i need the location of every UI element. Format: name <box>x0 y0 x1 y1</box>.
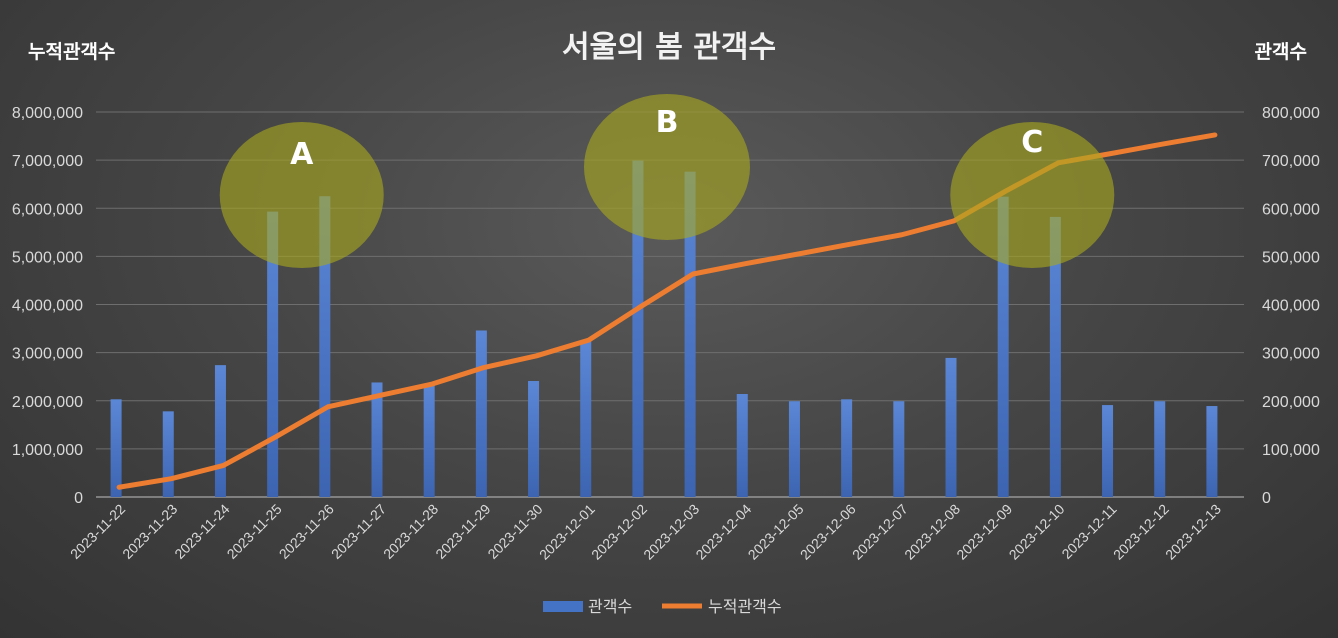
x-tick-label: 2023-11-28 <box>380 501 441 562</box>
bar <box>1102 405 1114 497</box>
x-tick-label: 2023-11-26 <box>276 501 337 562</box>
x-tick-label: 2023-11-29 <box>432 501 493 562</box>
left-tick-label: 4,000,000 <box>12 298 83 315</box>
bar <box>371 382 383 497</box>
x-tick-label: 2023-11-24 <box>171 501 232 562</box>
right-tick-label: 700,000 <box>1262 153 1320 170</box>
bar <box>528 381 540 497</box>
highlight-label-c: C <box>1021 125 1043 160</box>
right-tick-label: 800,000 <box>1262 105 1320 122</box>
right-axis-ticks: 0 100,000 200,000 300,000 400,000 500,000 600,… <box>1262 105 1320 507</box>
bar <box>475 330 487 497</box>
legend-swatch-bar <box>543 601 583 612</box>
highlight-circle-c <box>950 122 1115 268</box>
bar <box>580 340 592 497</box>
bar <box>1049 216 1061 497</box>
bar <box>423 383 435 497</box>
bar <box>788 401 800 497</box>
legend: 관객수 누적관객수 <box>543 597 782 616</box>
x-tick-label: 2023-12-10 <box>1006 501 1068 563</box>
left-axis-title: 누적관객수 <box>28 41 115 63</box>
left-tick-label: 0 <box>74 490 83 507</box>
x-axis-ticks: 2023-11-222023-11-232023-11-242023-11-25… <box>67 501 1224 563</box>
bar-series <box>110 160 1218 498</box>
x-tick-label: 2023-11-23 <box>119 501 180 562</box>
left-tick-label: 5,000,000 <box>12 249 83 266</box>
right-tick-label: 200,000 <box>1262 394 1320 411</box>
right-tick-label: 500,000 <box>1262 249 1320 266</box>
highlight-circle-a <box>219 122 384 268</box>
bar <box>684 171 696 498</box>
right-tick-label: 0 <box>1262 490 1271 507</box>
bar <box>1206 406 1218 497</box>
bar <box>214 365 226 497</box>
bar <box>162 411 174 497</box>
x-tick-label: 2023-12-07 <box>849 501 911 563</box>
left-tick-label: 3,000,000 <box>12 346 83 363</box>
bar <box>110 399 122 497</box>
right-tick-label: 400,000 <box>1262 298 1320 315</box>
bar <box>1154 401 1166 497</box>
chart-title: 서울의 봄 관객수 <box>562 30 776 65</box>
left-axis-ticks: 0 1,000,000 2,000,000 3,000,000 4,000,000 5,0… <box>12 105 83 507</box>
bar <box>267 211 279 497</box>
bar <box>319 196 331 497</box>
x-tick-label: 2023-11-27 <box>328 501 389 562</box>
bar <box>736 394 748 497</box>
bar <box>893 401 905 497</box>
legend-label-bar: 관객수 <box>588 597 632 616</box>
left-tick-label: 2,000,000 <box>12 394 83 411</box>
bar <box>945 357 957 497</box>
left-tick-label: 7,000,000 <box>12 153 83 170</box>
left-tick-label: 8,000,000 <box>12 105 83 122</box>
legend-label-line: 누적관객수 <box>708 597 782 616</box>
x-tick-label: 2023-11-22 <box>67 501 128 562</box>
left-tick-label: 1,000,000 <box>12 442 83 459</box>
right-tick-label: 300,000 <box>1262 346 1320 363</box>
bar <box>632 160 644 497</box>
right-tick-label: 600,000 <box>1262 201 1320 218</box>
highlight-label-a: A <box>290 137 314 172</box>
x-tick-label: 2023-11-25 <box>224 501 285 562</box>
highlight-circles: A B C <box>219 94 1115 268</box>
bar <box>841 399 853 497</box>
right-axis-title: 관객수 <box>1255 41 1307 63</box>
highlight-circle-b <box>584 94 750 240</box>
right-tick-label: 100,000 <box>1262 442 1320 459</box>
x-tick-label: 2023-12-13 <box>1162 501 1224 563</box>
left-tick-label: 6,000,000 <box>12 201 83 218</box>
bar <box>997 196 1009 497</box>
highlight-label-b: B <box>656 105 679 140</box>
